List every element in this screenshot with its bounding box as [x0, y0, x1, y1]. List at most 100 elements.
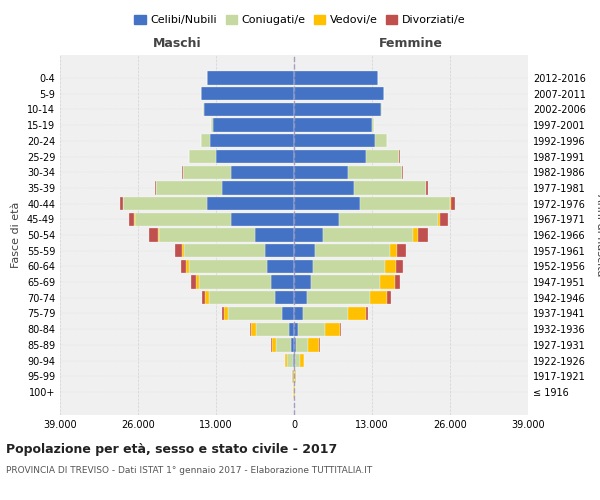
Bar — [294, 118, 372, 132]
Text: Popolazione per età, sesso e stato civile - 2017: Popolazione per età, sesso e stato civil… — [6, 442, 337, 456]
Bar — [201, 87, 294, 101]
Bar — [294, 181, 354, 194]
Bar — [294, 307, 303, 320]
Bar — [275, 291, 294, 304]
Bar — [450, 197, 451, 210]
Bar — [294, 228, 323, 241]
Bar — [294, 134, 375, 147]
Text: PROVINCIA DI TREVISO - Dati ISTAT 1° gennaio 2017 - Elaborazione TUTTITALIA.IT: PROVINCIA DI TREVISO - Dati ISTAT 1° gen… — [6, 466, 372, 475]
Bar — [451, 197, 455, 210]
Bar — [158, 228, 159, 241]
Bar — [300, 354, 304, 367]
Bar — [366, 307, 368, 320]
Bar — [294, 244, 315, 258]
Bar — [381, 103, 382, 116]
Y-axis label: Fasce di età: Fasce di età — [11, 202, 21, 268]
Bar — [294, 103, 381, 116]
Bar — [315, 244, 390, 258]
Bar — [205, 291, 209, 304]
Bar — [204, 103, 294, 116]
Bar — [196, 276, 199, 289]
Bar — [189, 150, 216, 163]
Bar — [276, 338, 291, 351]
Bar — [360, 197, 450, 210]
Bar — [216, 150, 294, 163]
Bar — [181, 260, 186, 273]
Bar — [156, 181, 222, 194]
Bar — [199, 276, 271, 289]
Bar — [294, 166, 348, 179]
Bar — [182, 244, 184, 258]
Bar — [380, 276, 395, 289]
Bar — [294, 150, 366, 163]
Bar — [296, 338, 308, 351]
Bar — [298, 322, 325, 336]
Bar — [294, 322, 298, 336]
Bar — [231, 166, 294, 179]
Bar — [222, 181, 294, 194]
Bar — [201, 134, 210, 147]
Bar — [396, 260, 403, 273]
Bar — [325, 322, 340, 336]
Bar — [295, 354, 300, 367]
Bar — [282, 307, 294, 320]
Bar — [348, 166, 402, 179]
Bar — [366, 150, 399, 163]
Bar — [339, 212, 438, 226]
Bar — [155, 181, 156, 194]
Bar — [267, 260, 294, 273]
Bar — [207, 72, 294, 85]
Bar — [294, 338, 296, 351]
Bar — [224, 307, 228, 320]
Bar — [354, 181, 426, 194]
Legend: Celibi/Nubili, Coniugati/e, Vedovi/e, Divorziati/e: Celibi/Nubili, Coniugati/e, Vedovi/e, Di… — [130, 10, 470, 30]
Bar — [210, 134, 294, 147]
Bar — [191, 276, 196, 289]
Bar — [340, 322, 341, 336]
Bar — [120, 197, 123, 210]
Bar — [385, 260, 396, 273]
Bar — [370, 291, 387, 304]
Bar — [159, 228, 255, 241]
Bar — [293, 354, 294, 367]
Bar — [203, 103, 204, 116]
Bar — [307, 291, 370, 304]
Text: Maschi: Maschi — [152, 36, 202, 50]
Bar — [294, 72, 378, 85]
Bar — [231, 212, 294, 226]
Bar — [287, 354, 293, 367]
Bar — [265, 244, 294, 258]
Bar — [202, 291, 205, 304]
Bar — [175, 244, 182, 258]
Bar — [129, 212, 134, 226]
Bar — [184, 244, 265, 258]
Bar — [294, 291, 307, 304]
Text: Femmine: Femmine — [379, 36, 443, 50]
Bar — [397, 244, 406, 258]
Bar — [418, 228, 428, 241]
Bar — [211, 118, 213, 132]
Bar — [186, 260, 189, 273]
Bar — [293, 370, 294, 383]
Bar — [313, 260, 385, 273]
Bar — [123, 197, 207, 210]
Bar — [440, 212, 448, 226]
Bar — [255, 228, 294, 241]
Bar — [250, 322, 251, 336]
Bar — [323, 228, 413, 241]
Bar — [251, 322, 256, 336]
Bar — [272, 338, 276, 351]
Bar — [402, 166, 403, 179]
Y-axis label: Anni di nascita: Anni di nascita — [595, 194, 600, 276]
Bar — [375, 134, 387, 147]
Bar — [295, 370, 296, 383]
Bar — [289, 322, 294, 336]
Bar — [390, 244, 397, 258]
Bar — [294, 354, 295, 367]
Bar — [438, 212, 440, 226]
Bar — [291, 338, 294, 351]
Bar — [183, 166, 231, 179]
Bar — [149, 228, 158, 241]
Bar — [303, 307, 348, 320]
Bar — [308, 338, 319, 351]
